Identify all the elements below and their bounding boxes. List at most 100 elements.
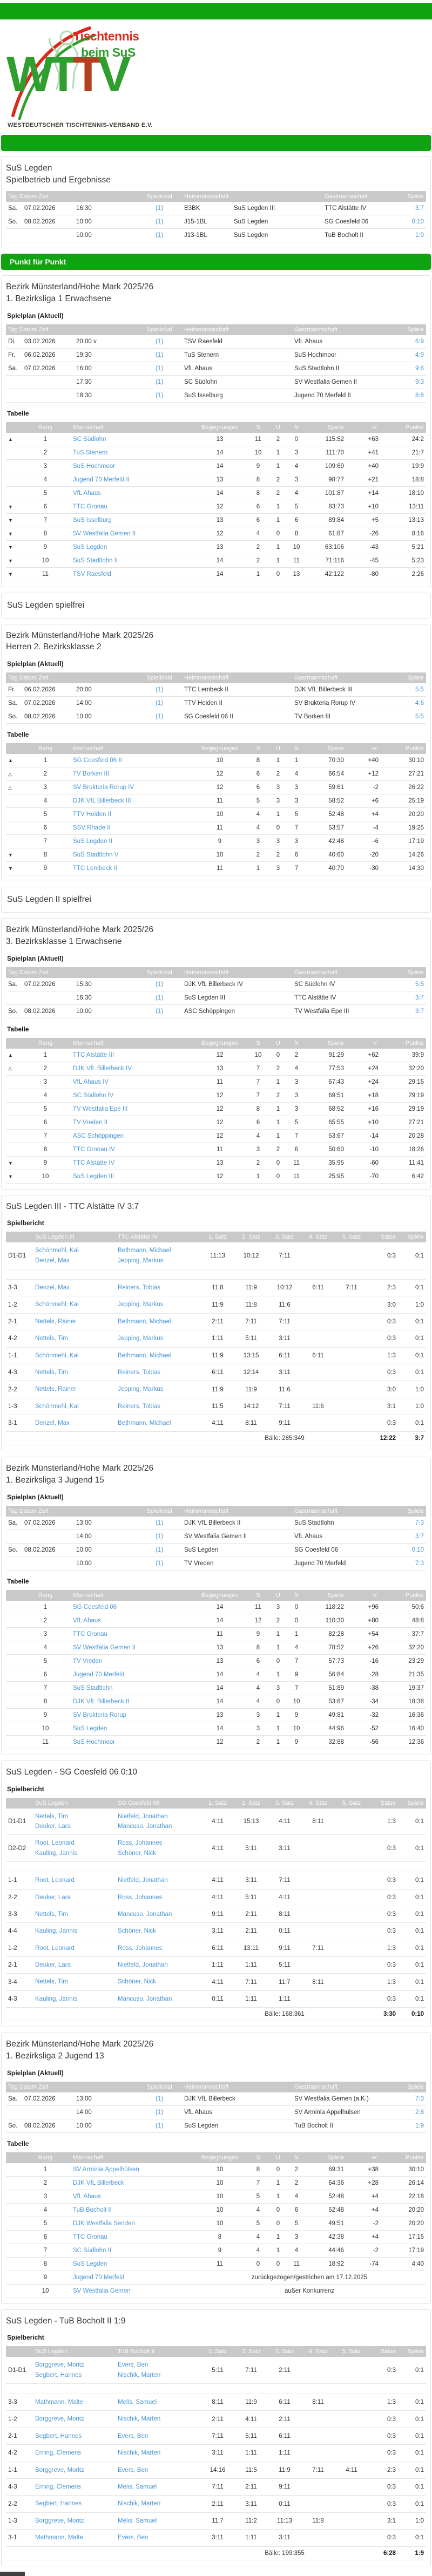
player-link[interactable]: Root, Leonard <box>35 1945 75 1952</box>
team-link[interactable]: SV Westfalia Gemen II <box>73 1644 136 1651</box>
team-link[interactable]: TTC Gronau IV <box>73 1146 115 1153</box>
venue-link[interactable]: (1) <box>155 378 164 385</box>
team-link[interactable]: SSV Rhade II <box>73 825 111 832</box>
score-link[interactable]: 7:3 <box>415 1519 424 1526</box>
player-link[interactable]: Evers, Ben <box>118 2362 148 2369</box>
score-link[interactable]: 4:9 <box>415 351 424 358</box>
player-link[interactable]: Melis, Samuel <box>118 2399 157 2406</box>
score-link[interactable]: 3:7 <box>415 1008 424 1015</box>
player-link[interactable]: Nettels, Tim <box>35 1369 68 1376</box>
player-link[interactable]: Denzel, Max <box>35 1420 70 1427</box>
player-link[interactable]: Nettels, Tim <box>35 1979 68 1986</box>
player-link[interactable]: Erning, Clemens <box>35 2450 82 2457</box>
venue-link[interactable]: (1) <box>155 365 164 372</box>
score-link[interactable]: 5:5 <box>415 713 424 721</box>
player-link[interactable]: Nischik, Marten <box>118 2500 161 2507</box>
player-link[interactable]: Jepping, Markus <box>118 1301 164 1308</box>
venue-link[interactable]: (1) <box>155 981 164 988</box>
venue-link[interactable]: (1) <box>155 219 164 226</box>
team-link[interactable]: TTC Alstätte IV <box>73 1159 115 1166</box>
team-link[interactable]: TTC Gronau <box>73 1630 107 1637</box>
team-link[interactable]: DJK Westfalia Senden <box>73 2220 135 2227</box>
score-link[interactable]: 3:7 <box>415 1533 424 1540</box>
team-link[interactable]: DJK VfL Billerbeck <box>73 2179 124 2186</box>
player-link[interactable]: Jepping, Markus <box>118 1386 164 1393</box>
player-link[interactable]: Reiners, Tobias <box>118 1369 161 1376</box>
team-link[interactable]: DJK VfL Billerbeck IV <box>73 1065 132 1072</box>
player-link[interactable]: Kauling, Jannis <box>35 1850 77 1857</box>
player-link[interactable]: Schönmehl, Kai <box>35 1301 79 1308</box>
team-link[interactable]: SuS Stadtlohn <box>73 1684 113 1691</box>
score-link[interactable]: 4:6 <box>415 700 424 707</box>
team-link[interactable]: TTC Alstätte III <box>73 1051 114 1058</box>
player-link[interactable]: Mancuso, Jonathan <box>118 1911 172 1918</box>
team-link[interactable]: TuS Stenern <box>73 449 108 456</box>
score-link[interactable]: 6:9 <box>415 338 424 345</box>
team-link[interactable]: VfL Ahaus <box>73 2193 102 2200</box>
player-link[interactable]: Ross, Johannes <box>118 1945 163 1952</box>
venue-link[interactable]: (1) <box>155 205 164 212</box>
player-link[interactable]: Mancuso, Jonathan <box>118 1995 172 2002</box>
venue-link[interactable]: (1) <box>155 1546 164 1553</box>
score-link[interactable]: 1:9 <box>415 2122 424 2129</box>
score-link[interactable]: 2:8 <box>415 2109 424 2116</box>
venue-link[interactable]: (1) <box>155 687 164 694</box>
team-link[interactable]: VfL Ahaus <box>73 1617 102 1624</box>
player-link[interactable]: Ross, Johannes <box>118 1894 163 1901</box>
team-link[interactable]: DJK VfL Billerbeck III <box>73 798 131 805</box>
player-link[interactable]: Nischik, Marten <box>118 2371 161 2378</box>
player-link[interactable]: Nietfeld, Jonathan <box>118 1813 168 1820</box>
player-link[interactable]: Root, Leonard <box>35 1877 75 1884</box>
player-link[interactable]: Evers, Ben <box>118 2432 148 2439</box>
player-link[interactable]: Reiners, Tobias <box>118 1284 161 1291</box>
player-link[interactable]: Reiners, Tobias <box>118 1403 161 1410</box>
team-link[interactable]: SC Südlohn II <box>73 2247 111 2254</box>
team-link[interactable]: DJK VfL Billerbeck II <box>73 1698 130 1705</box>
player-link[interactable]: Mancuso, Jonathan <box>118 1823 172 1830</box>
team-link[interactable]: TSV Raesfeld <box>73 570 111 577</box>
team-link[interactable]: SV Brukteria Rorup IV <box>73 784 134 791</box>
player-link[interactable]: Jepping, Markus <box>118 1335 164 1342</box>
player-link[interactable]: Borggreve, Moritz <box>35 2362 84 2369</box>
player-link[interactable]: Schönmehl, Kai <box>35 1352 79 1359</box>
player-link[interactable]: Schöner, Nick <box>118 1979 156 1986</box>
player-link[interactable]: Schönmehl, Kai <box>35 1247 79 1254</box>
player-link[interactable]: Nettels, Tim <box>35 1813 68 1820</box>
player-link[interactable]: Melis, Samuel <box>118 2517 157 2524</box>
player-link[interactable]: Deuker, Lara <box>35 1823 71 1830</box>
player-link[interactable]: Jepping, Markus <box>118 1257 164 1264</box>
player-link[interactable]: Denzel, Max <box>35 1257 70 1264</box>
team-link[interactable]: SV Brukteria Rorup <box>73 1711 127 1718</box>
player-link[interactable]: Mathmann, Malte <box>35 2534 83 2541</box>
venue-link[interactable]: (1) <box>155 2109 164 2116</box>
player-link[interactable]: Segbert, Hannes <box>35 2500 82 2507</box>
player-link[interactable]: Borggreve, Moritz <box>35 2416 84 2423</box>
venue-link[interactable]: (1) <box>155 2095 164 2102</box>
score-link[interactable]: 1:9 <box>415 232 424 239</box>
venue-link[interactable]: (1) <box>155 713 164 721</box>
team-link[interactable]: SV Westfalia Gemen II <box>73 530 136 537</box>
team-link[interactable]: SG Coesfeld 06 II <box>73 757 122 764</box>
player-link[interactable]: Segbert, Hannes <box>35 2432 82 2439</box>
player-link[interactable]: Nettels, Tim <box>35 1911 68 1918</box>
team-link[interactable]: TV Vreden <box>73 1657 103 1664</box>
player-link[interactable]: Schöner, Nick <box>118 1850 156 1857</box>
team-link[interactable]: Jugend 70 Merfeld <box>73 1671 125 1678</box>
venue-link[interactable]: (1) <box>155 994 164 1001</box>
team-link[interactable]: TTC Gronau <box>73 503 107 510</box>
player-link[interactable]: Erning, Clemens <box>35 2484 82 2491</box>
venue-link[interactable]: (1) <box>155 1008 164 1015</box>
player-link[interactable]: Deuker, Lara <box>35 1894 71 1901</box>
player-link[interactable]: Bethmann, Michael <box>118 1318 171 1325</box>
venue-link[interactable]: (1) <box>155 2122 164 2129</box>
team-link[interactable]: TTV Heiden II <box>73 811 111 818</box>
player-link[interactable]: Nischik, Marten <box>118 2450 161 2457</box>
player-link[interactable]: Borggreve, Moritz <box>35 2466 84 2473</box>
player-link[interactable]: Root, Leonard <box>35 1840 75 1847</box>
team-link[interactable]: SV Arminia Appelhülsen <box>73 2166 139 2173</box>
team-link[interactable]: TTC Gronau <box>73 2233 107 2240</box>
player-link[interactable]: Mathmann, Malte <box>35 2399 83 2406</box>
team-link[interactable]: SuS Hochmoor <box>73 1738 115 1745</box>
team-link[interactable]: SV Westfalia Gemen <box>73 2287 131 2294</box>
player-link[interactable]: Nietfeld, Jonathan <box>118 1877 168 1884</box>
